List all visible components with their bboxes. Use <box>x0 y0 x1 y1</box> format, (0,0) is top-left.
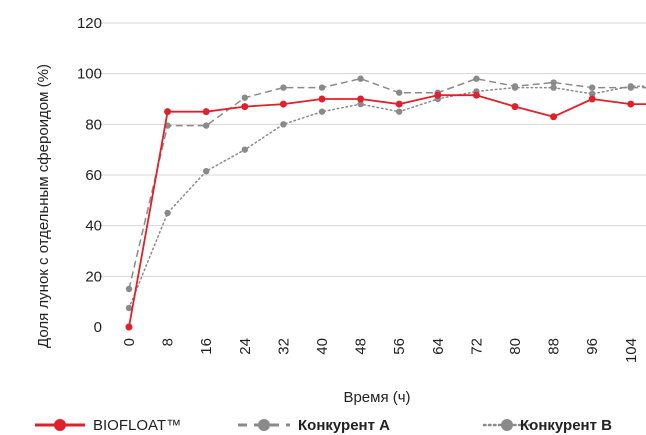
data-point <box>550 84 557 91</box>
data-point <box>511 83 519 90</box>
data-point <box>279 100 287 108</box>
data-point <box>125 304 133 312</box>
x-axis-ticks: 0816243240485664728088961041121 <box>121 338 640 363</box>
x-tick-label: 64 <box>430 338 447 355</box>
x-tick-label: 8 <box>160 338 177 346</box>
series-line <box>128 94 646 328</box>
y-axis-ticks: 0 20 40 60 80 100 120 <box>77 15 102 336</box>
data-point <box>472 91 480 99</box>
data-point <box>164 108 172 116</box>
series-2 <box>125 83 646 312</box>
series-line <box>128 77 646 290</box>
legend-item: Конкурент A <box>238 417 390 434</box>
data-point <box>627 100 635 108</box>
data-point <box>588 95 596 103</box>
data-point <box>241 94 248 101</box>
x-tick-label: 48 <box>353 338 370 355</box>
data-point <box>550 79 557 86</box>
y-tick-label: 100 <box>77 66 102 83</box>
data-point <box>241 103 249 111</box>
data-point <box>203 168 210 175</box>
data-point <box>318 95 326 103</box>
legend: BIOFLOAT™ Конкурент A Конкурент B <box>35 417 612 434</box>
data-point <box>589 90 596 98</box>
data-point <box>357 100 364 108</box>
data-point <box>357 75 364 82</box>
y-axis-title: Доля лунок с отдельным сфероидом (%) <box>35 64 52 348</box>
data-point <box>203 122 210 129</box>
data-point <box>241 146 248 153</box>
y-tick-label: 20 <box>85 268 102 285</box>
x-tick-label: 88 <box>546 338 563 355</box>
x-tick-label: 16 <box>198 338 215 355</box>
series-0 <box>125 91 646 331</box>
data-point <box>396 89 403 96</box>
data-point <box>357 95 365 103</box>
data-point <box>164 209 171 217</box>
data-point <box>589 84 596 91</box>
data-point <box>125 285 133 293</box>
series-line <box>128 85 646 309</box>
data-point <box>280 121 287 128</box>
series-1 <box>125 75 646 293</box>
x-tick-label: 96 <box>584 338 601 355</box>
data-point <box>434 91 442 99</box>
y-tick-label: 80 <box>85 116 102 133</box>
data-point <box>318 108 326 115</box>
y-tick-label: 40 <box>85 218 102 235</box>
legend-label: BIOFLOAT™ <box>93 417 181 434</box>
y-tick-label: 0 <box>94 319 102 336</box>
gridlines <box>94 22 646 277</box>
legend-label: Конкурент B <box>520 417 612 434</box>
legend-label: Конкурент A <box>298 417 390 434</box>
x-tick-label: 56 <box>391 338 408 355</box>
legend-marker <box>54 419 66 431</box>
x-axis-title: Время (ч) <box>343 389 410 406</box>
legend-item: BIOFLOAT™ <box>35 417 181 434</box>
legend-item: Конкурент B <box>482 417 612 434</box>
data-point <box>511 103 519 111</box>
data-point <box>202 108 210 116</box>
data-point <box>395 100 403 108</box>
legend-marker <box>501 419 513 431</box>
data-point <box>318 84 326 91</box>
data-point <box>280 84 287 91</box>
y-tick-label: 120 <box>77 15 102 32</box>
data-point <box>627 84 634 91</box>
x-tick-label: 104 <box>623 338 640 363</box>
series-lines <box>125 75 646 331</box>
legend-marker <box>258 419 270 431</box>
x-tick-label: 72 <box>468 338 485 355</box>
data-point <box>550 113 558 121</box>
data-point <box>473 75 480 82</box>
data-point <box>125 323 133 331</box>
x-tick-label: 24 <box>237 338 254 355</box>
x-tick-label: 0 <box>121 338 138 346</box>
y-tick-label: 60 <box>85 167 102 184</box>
x-tick-label: 32 <box>275 338 292 355</box>
data-point <box>396 108 403 115</box>
x-tick-label: 80 <box>507 338 524 355</box>
x-tick-label: 40 <box>314 338 331 355</box>
